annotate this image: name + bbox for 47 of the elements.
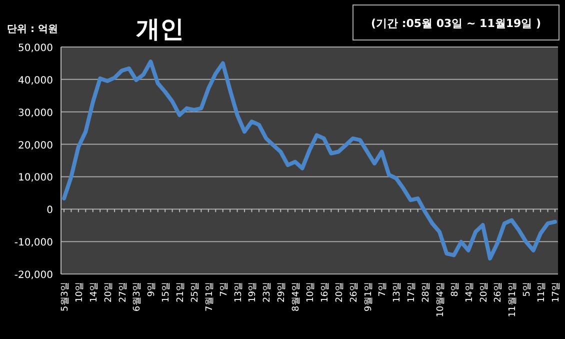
x-tick-label: 5일 [522,282,533,297]
y-tick-label: 10,000 [18,172,53,184]
y-tick-label: 30,000 [18,108,53,119]
x-tick-label: 11월1일 [508,282,518,318]
x-tick-label: 5월3일 [60,282,70,312]
y-tick-label: 50,000 [18,43,53,54]
x-tick-label: 7일 [378,282,388,297]
x-tick-label: 19일 [248,282,258,302]
chart-title: 개인 [136,15,184,43]
x-tick-label: 10월4일 [436,282,446,318]
x-tick-label: 15일 [162,282,172,302]
x-tick-label: 27일 [118,282,128,302]
x-tick-label: 25일 [190,282,200,302]
x-tick-label: 17일 [407,282,418,302]
x-tick-label: 8일 [450,282,460,297]
x-tick-label: 9월1일 [364,282,374,312]
x-tick-label: 14일 [464,282,475,302]
x-tick-label: 13일 [392,282,403,302]
x-tick-label: 16일 [320,282,330,302]
x-tick-label: 26일 [349,282,360,302]
y-tick-label: -20,000 [14,270,53,281]
x-tick-label: 11일 [537,282,548,302]
y-tick-label: 40,000 [18,75,53,86]
x-tick-label: 7월1일 [204,282,215,312]
x-tick-label: 10일 [74,282,85,302]
x-tick-label: 23일 [262,282,273,302]
x-tick-label: 8월4일 [292,282,302,312]
x-tick-label: 20일 [104,282,114,302]
x-tick-label: 17일 [552,282,562,302]
text: 단위 : 억원 [7,24,58,35]
x-tick-label: 6월3일 [132,282,143,312]
x-tick-label: 7일 [219,282,230,297]
y-tick-label: -10,000 [14,238,53,249]
x-tick-label: 26일 [494,282,504,302]
x-tick-label: 13일 [234,282,244,302]
x-tick-label: 21일 [176,282,186,302]
x-tick-label: 29일 [277,282,288,302]
x-tick-label: 14일 [89,282,100,302]
x-tick-label: 10일 [306,282,316,302]
x-tick-label: 20일 [479,282,490,302]
x-tick-label: 20일 [334,282,345,302]
line-series [62,60,557,260]
y-tick-label: 0 [46,205,53,216]
x-tick-label: 9일 [147,282,158,297]
text: (기간 :05월 03일 ~ 11월19일 ) [370,17,542,30]
x-tick-label: 28일 [422,282,432,302]
y-tick-label: 20,000 [18,140,53,152]
